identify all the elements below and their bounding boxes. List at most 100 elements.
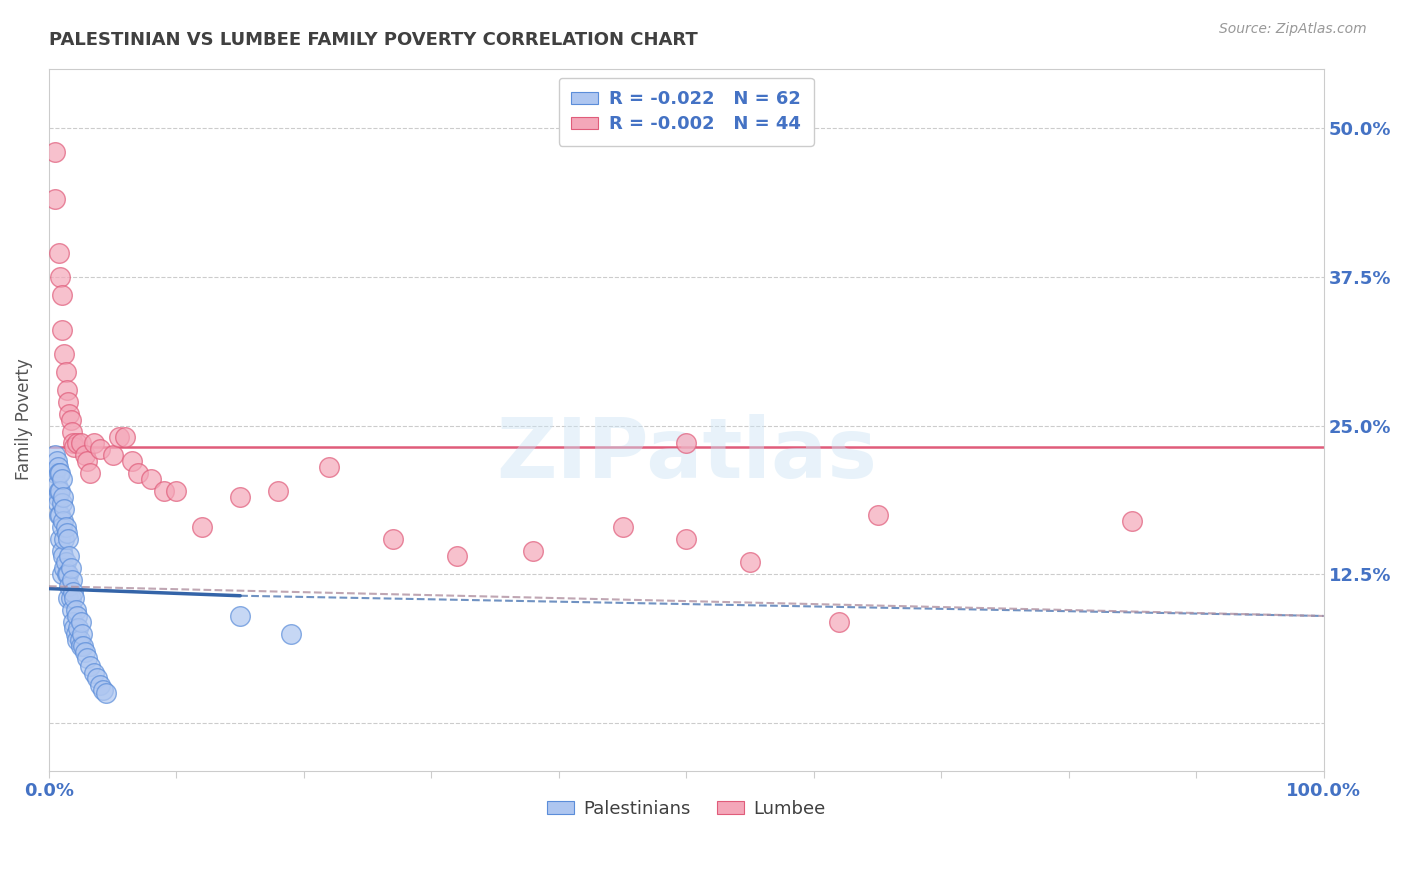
Point	[62, 585, 84, 599]
Point	[60, 425, 83, 439]
Point	[66, 632, 89, 647]
Point	[76, 650, 98, 665]
Point	[53, 561, 76, 575]
Point	[44, 145, 66, 159]
Point	[522, 543, 544, 558]
Point	[675, 532, 697, 546]
Point	[52, 514, 75, 528]
Point	[382, 532, 405, 546]
Point	[83, 436, 105, 450]
Point	[69, 639, 91, 653]
Point	[89, 442, 111, 457]
Point	[49, 466, 72, 480]
Point	[59, 591, 82, 606]
Point	[48, 466, 70, 480]
Point	[96, 686, 118, 700]
Text: Source: ZipAtlas.com: Source: ZipAtlas.com	[1219, 22, 1367, 37]
Point	[45, 478, 67, 492]
Point	[48, 483, 70, 498]
Point	[51, 519, 73, 533]
Point	[67, 621, 90, 635]
Point	[60, 574, 83, 588]
Point	[101, 448, 124, 462]
Point	[267, 483, 290, 498]
Point	[59, 412, 82, 426]
Point	[114, 430, 136, 444]
Point	[60, 603, 83, 617]
Point	[55, 556, 77, 570]
Point	[46, 460, 69, 475]
Point	[59, 561, 82, 575]
Point	[191, 519, 214, 533]
Point	[280, 627, 302, 641]
Point	[65, 603, 87, 617]
Point	[675, 436, 697, 450]
Point	[51, 323, 73, 337]
Point	[56, 591, 79, 606]
Point	[612, 519, 634, 533]
Point	[56, 567, 79, 582]
Point	[89, 678, 111, 692]
Point	[866, 508, 889, 522]
Legend: Palestinians, Lumbee: Palestinians, Lumbee	[540, 792, 832, 825]
Point	[56, 567, 79, 582]
Point	[55, 519, 77, 533]
Point	[58, 407, 80, 421]
Point	[72, 639, 94, 653]
Point	[58, 549, 80, 564]
Point	[45, 454, 67, 468]
Point	[56, 394, 79, 409]
Point	[48, 508, 70, 522]
Point	[69, 615, 91, 629]
Point	[69, 632, 91, 647]
Point	[86, 671, 108, 685]
Point	[44, 448, 66, 462]
Point	[79, 466, 101, 480]
Point	[53, 532, 76, 546]
Point	[73, 448, 96, 462]
Point	[121, 454, 143, 468]
Point	[52, 549, 75, 564]
Point	[828, 615, 851, 629]
Point	[49, 508, 72, 522]
Point	[44, 466, 66, 480]
Text: PALESTINIAN VS LUMBEE FAMILY POVERTY CORRELATION CHART: PALESTINIAN VS LUMBEE FAMILY POVERTY COR…	[49, 31, 697, 49]
Point	[51, 472, 73, 486]
Point	[63, 621, 86, 635]
Point	[62, 436, 84, 450]
Point	[46, 490, 69, 504]
Point	[56, 532, 79, 546]
Point	[49, 269, 72, 284]
Point	[51, 287, 73, 301]
Point	[51, 567, 73, 582]
Point	[52, 490, 75, 504]
Point	[127, 466, 149, 480]
Point	[56, 383, 79, 397]
Point	[66, 609, 89, 624]
Point	[139, 472, 162, 486]
Point	[63, 440, 86, 454]
Point	[165, 483, 187, 498]
Point	[46, 496, 69, 510]
Text: ZIPatlas: ZIPatlas	[496, 414, 877, 495]
Point	[446, 549, 468, 564]
Point	[49, 532, 72, 546]
Point	[63, 591, 86, 606]
Point	[70, 627, 93, 641]
Point	[49, 483, 72, 498]
Point	[55, 365, 77, 379]
Point	[51, 496, 73, 510]
Point	[83, 666, 105, 681]
Point	[66, 436, 89, 450]
Point	[51, 543, 73, 558]
Point	[53, 501, 76, 516]
Point	[44, 193, 66, 207]
Point	[58, 579, 80, 593]
Point	[152, 483, 174, 498]
Point	[76, 454, 98, 468]
Point	[229, 490, 252, 504]
Point	[318, 460, 340, 475]
Point	[53, 347, 76, 361]
Point	[108, 430, 131, 444]
Point	[1121, 514, 1143, 528]
